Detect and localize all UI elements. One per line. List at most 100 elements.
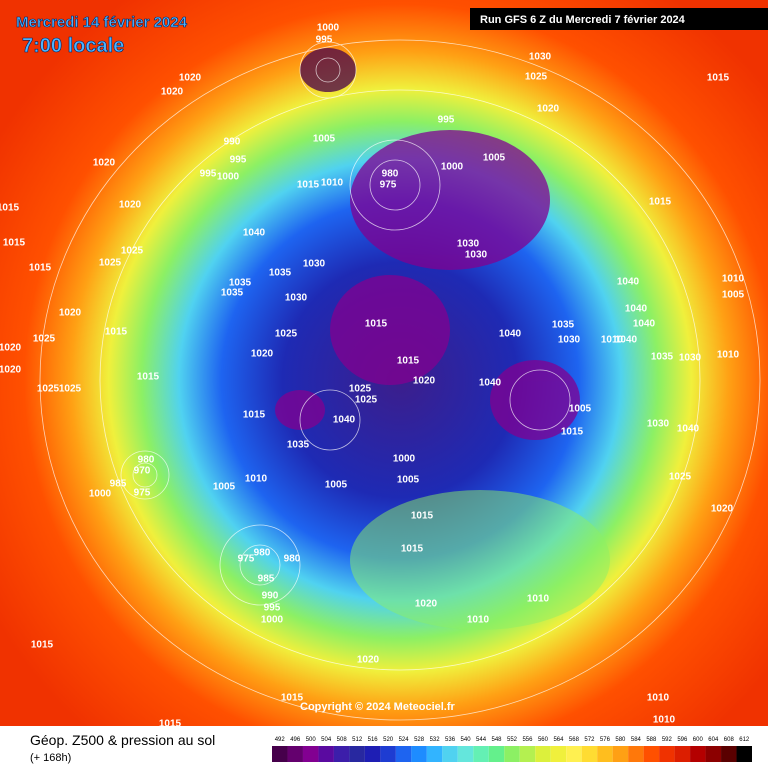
isobar-label: 1030: [529, 52, 552, 63]
colorbar-label: 572: [584, 737, 595, 743]
copyright: Copyright © 2024 Meteociel.fr: [300, 701, 456, 713]
isobar-label: 1015: [159, 719, 182, 730]
run-info: Run GFS 6 Z du Mercredi 7 février 2024: [480, 14, 686, 26]
colorbar-label: 528: [414, 737, 425, 743]
isobar-label: 1020: [413, 376, 436, 387]
isobar-label: 1015: [561, 427, 584, 438]
colorbar-swatch: [643, 746, 660, 762]
isobar-label: 1005: [397, 475, 420, 486]
colorbar-label: 524: [399, 737, 410, 743]
isobar-label: 1015: [31, 640, 54, 651]
isobar-label: 1025: [669, 472, 692, 483]
isobar-label: 1020: [251, 349, 274, 360]
colorbar-label: 592: [662, 737, 673, 743]
isobar-label: 1025: [355, 395, 378, 406]
isobar-label: 1000: [441, 162, 464, 173]
colorbar-label: 532: [430, 737, 441, 743]
isobar-label: 1025: [275, 329, 298, 340]
isobar-label: 1010: [321, 178, 344, 189]
isobar-label: 995: [230, 155, 247, 166]
isobar-label: 985: [110, 479, 127, 490]
isobar-label: 1035: [287, 440, 310, 451]
colorbar-label: 516: [368, 737, 379, 743]
colorbar-swatch: [628, 746, 644, 762]
isobar-label: 995: [264, 603, 281, 614]
low-pressure-areas: [275, 48, 580, 440]
isobar-label: 1040: [243, 228, 266, 239]
isobar-label: 985: [258, 574, 275, 585]
colorbar-label: 540: [461, 737, 472, 743]
isobar-label: 1005: [313, 134, 336, 145]
colorbar-label: 596: [677, 737, 688, 743]
colorbar-label: 520: [383, 737, 394, 743]
isobar-label: 1015: [281, 693, 304, 704]
colorbar-swatch: [488, 746, 505, 762]
colorbar-swatch: [380, 746, 396, 762]
isobar-label: 1030: [303, 259, 326, 270]
isobar-label: 1005: [722, 290, 745, 301]
run-box: [470, 8, 768, 30]
isobar-label: 1015: [411, 511, 434, 522]
colorbar-label: 556: [522, 737, 533, 743]
isobar-label: 1025: [37, 384, 60, 395]
colorbar-label: 560: [538, 737, 549, 743]
colorbar-swatch: [473, 746, 489, 762]
colorbar-label: 508: [337, 737, 348, 743]
colorbar-label: 544: [476, 737, 487, 743]
colorbar-swatch: [349, 746, 365, 762]
colorbar-swatch: [535, 746, 551, 762]
colorbar-swatch: [659, 746, 675, 762]
isobar-label: 1020: [179, 73, 202, 84]
isobar-label: 1010: [467, 615, 490, 626]
isobar-label: 990: [224, 137, 241, 148]
colorbar-label: 492: [275, 737, 286, 743]
isobar-label: 1040: [625, 304, 648, 315]
isobar-label: 1020: [0, 365, 22, 376]
colorbar-swatch: [504, 746, 520, 762]
isobar-label: 1030: [647, 419, 670, 430]
colorbar-label: 576: [600, 737, 611, 743]
legend-lead: (+ 168h): [30, 752, 71, 764]
colorbar-swatch: [736, 746, 752, 762]
isobar-label: 1015: [707, 73, 730, 84]
isobar-label: 1015: [365, 319, 388, 330]
colorbar-label: 564: [553, 737, 564, 743]
isobar-label: 1020: [93, 158, 116, 169]
isobar-label: 1030: [679, 353, 702, 364]
colorbar-swatch: [426, 746, 443, 762]
colorbar-swatch: [597, 746, 613, 762]
colorbar-swatch: [690, 746, 706, 762]
colorbar-label: 604: [708, 737, 719, 743]
isobar-label: 1005: [569, 404, 592, 415]
isobar-label: 1010: [527, 594, 550, 605]
forecast-date: Mercredi 14 février 2024: [16, 14, 188, 31]
isobar-label: 1005: [483, 153, 506, 164]
isobar-label: 1035: [229, 278, 252, 289]
isobar-label: 975: [238, 554, 255, 565]
isobar-label: 1000: [89, 489, 112, 500]
isobar-label: 1005: [325, 480, 348, 491]
isobar-label: 970: [134, 466, 151, 477]
colorbar-swatch: [705, 746, 722, 762]
isobar-label: 1025: [121, 246, 144, 257]
isobar-label: 1010: [722, 274, 745, 285]
isobar-label: 1035: [221, 288, 244, 299]
colorbar-label: 568: [569, 737, 580, 743]
isobar-label: 1030: [558, 335, 581, 346]
colorbar-label: 496: [290, 737, 301, 743]
isobar-label: 1020: [119, 200, 142, 211]
isobar-label: 1020: [0, 343, 22, 354]
colorbar-swatch: [457, 746, 474, 762]
isobar-label: 1020: [415, 599, 438, 610]
isobar-label: 1015: [243, 410, 266, 421]
isobar-label: 1040: [499, 329, 522, 340]
isobar-label: 1020: [59, 308, 82, 319]
colorbar-swatch: [272, 746, 288, 762]
isobar-label: 980: [284, 554, 301, 565]
colorbar-label: 504: [321, 737, 332, 743]
isobar-label: 990: [262, 591, 279, 602]
isobar-label: 1035: [269, 268, 292, 279]
isobar-label: 1020: [537, 104, 560, 115]
